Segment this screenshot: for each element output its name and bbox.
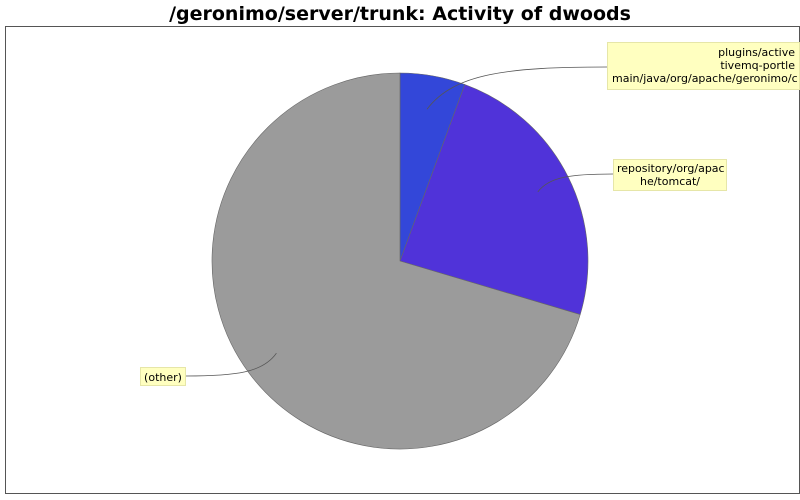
- slice-label-activemq-portlets: plugins/active tivemq-portle main/java/o…: [607, 42, 800, 90]
- slice-label-line: (other): [144, 371, 182, 384]
- label-leader-lines: [185, 66, 614, 377]
- slice-label-line: main/java/org/apache/geronimo/c: [612, 72, 798, 85]
- chart-title: /geronimo/server/trunk: Activity of dwoo…: [169, 3, 631, 25]
- slice-label-line: repository/org/apac: [617, 162, 725, 175]
- pie-slices: [211, 72, 589, 450]
- slice-label-tomcat-repository: repository/org/apac he/tomcat/: [613, 159, 727, 191]
- slice-label-line: tivemq-portle: [720, 59, 795, 72]
- leader-line: [426, 66, 608, 110]
- slice-label-other: (other): [140, 367, 186, 386]
- slice-label-line: he/tomcat/: [639, 175, 700, 188]
- slice-label-line: plugins/active: [718, 46, 795, 59]
- slice-other: [211, 72, 581, 450]
- leader-line: [185, 352, 277, 377]
- leader-line: [537, 173, 614, 193]
